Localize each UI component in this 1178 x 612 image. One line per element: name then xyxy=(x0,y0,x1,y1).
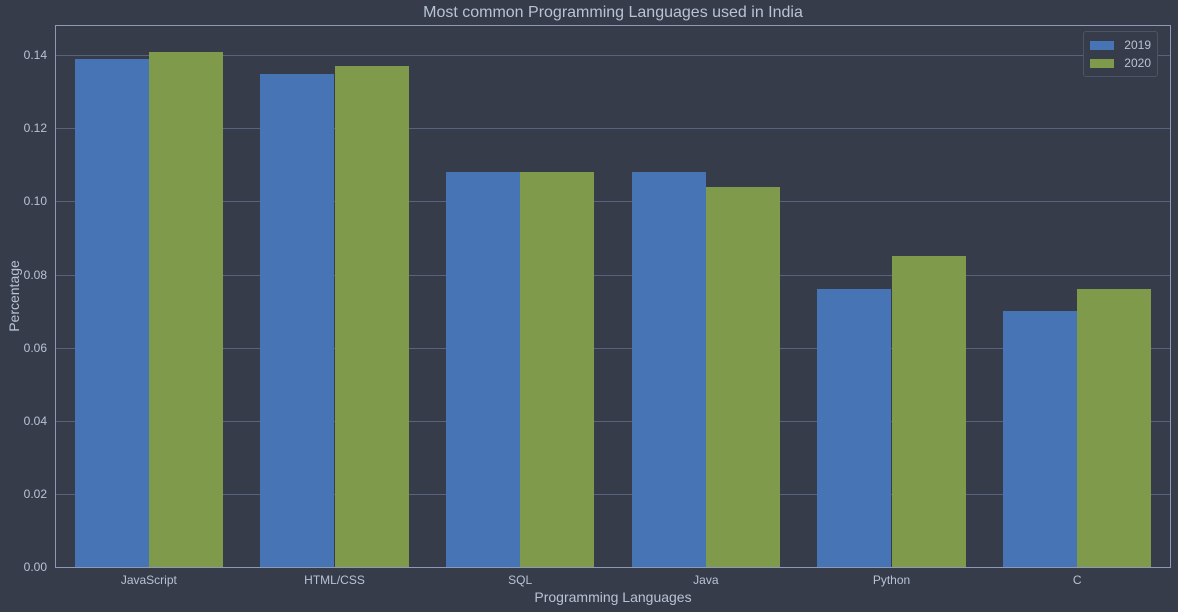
x-axis-label: Programming Languages xyxy=(534,589,692,605)
y-tick-label: 0.08 xyxy=(23,267,47,282)
y-tick-label: 0.10 xyxy=(23,194,47,209)
legend-label: 2020 xyxy=(1124,56,1151,70)
bar-sql-2020 xyxy=(520,172,595,567)
y-tick-label: 0.04 xyxy=(23,413,47,428)
y-axis-label: Percentage xyxy=(6,260,22,332)
x-tick-label: C xyxy=(1072,573,1082,587)
bar-python-2020 xyxy=(891,256,966,567)
x-tick-label: HTML/CSS xyxy=(304,573,365,587)
gridline xyxy=(56,201,1170,203)
x-tick-label: SQL xyxy=(508,573,533,587)
x-tick-label: Java xyxy=(693,573,719,587)
bar-javascript-2020 xyxy=(148,51,224,567)
bar-c-2019 xyxy=(1002,311,1078,567)
plot-area: 2019 2020 xyxy=(55,25,1171,568)
bar-htmlcss-2020 xyxy=(334,66,409,567)
bar-java-2019 xyxy=(631,172,706,567)
bar-c-2020 xyxy=(1077,289,1152,567)
gridline xyxy=(56,55,1170,57)
x-tick-label: JavaScript xyxy=(120,573,177,587)
x-tick-label: Python xyxy=(872,573,911,587)
bar-javascript-2019 xyxy=(74,58,149,567)
y-tick-label: 0.06 xyxy=(23,340,47,355)
gridline xyxy=(56,420,1170,422)
bar-htmlcss-2019 xyxy=(260,73,335,567)
y-tick-label: 0.02 xyxy=(23,486,47,501)
legend-swatch xyxy=(1090,40,1115,50)
legend: 2019 2020 xyxy=(1083,31,1158,77)
gridline xyxy=(56,274,1170,276)
gridline xyxy=(56,493,1170,495)
y-tick-label: 0.00 xyxy=(23,560,47,574)
y-tick-label: 0.12 xyxy=(23,121,47,136)
bar-java-2020 xyxy=(705,186,781,567)
gridline xyxy=(56,347,1170,349)
y-tick-label: 0.14 xyxy=(23,48,47,63)
legend-swatch xyxy=(1090,58,1115,68)
legend-label: 2019 xyxy=(1124,38,1151,52)
chart-title: Most common Programming Languages used i… xyxy=(423,4,803,21)
gridline xyxy=(56,128,1170,130)
legend-item: 2020 xyxy=(1090,54,1151,72)
bar-sql-2019 xyxy=(445,172,521,567)
legend-item: 2019 xyxy=(1090,36,1151,54)
bar-python-2019 xyxy=(817,289,892,567)
